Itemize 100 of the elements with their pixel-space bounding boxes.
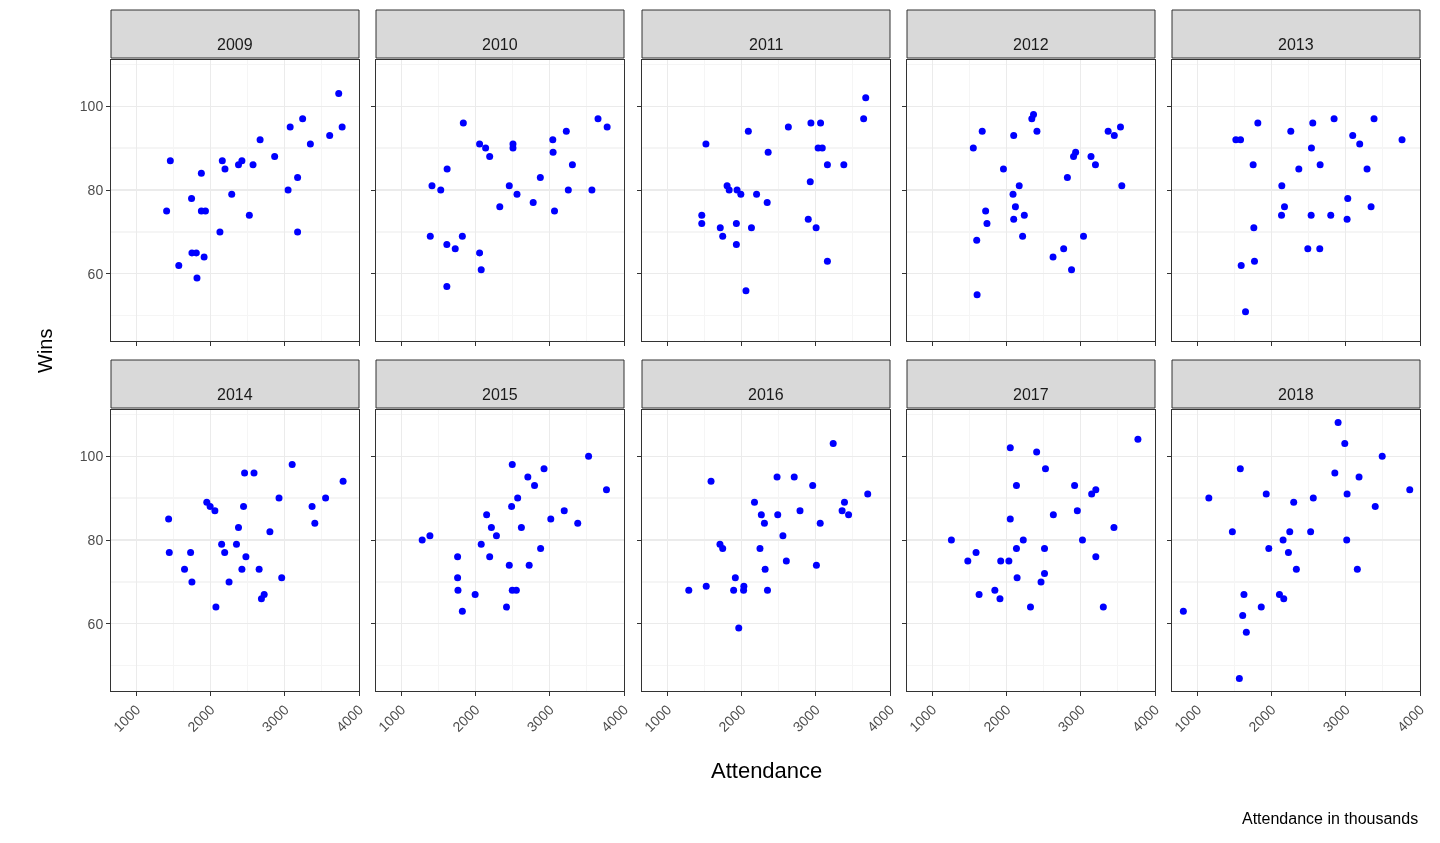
point — [823, 257, 831, 265]
point — [1026, 603, 1034, 611]
point — [975, 591, 983, 599]
point — [1278, 211, 1286, 219]
point — [240, 502, 248, 510]
point — [1110, 523, 1118, 531]
point — [725, 186, 733, 194]
point — [972, 549, 980, 557]
chart-title: 2011 — [748, 36, 784, 53]
point — [996, 595, 1004, 603]
point — [844, 511, 852, 519]
point — [271, 152, 279, 160]
point — [978, 127, 986, 135]
point — [1116, 123, 1124, 131]
point — [796, 507, 804, 515]
point — [1006, 444, 1014, 452]
point — [1229, 528, 1237, 536]
point — [823, 161, 831, 169]
point — [339, 477, 347, 485]
point — [493, 532, 501, 540]
point — [1049, 511, 1057, 519]
point — [718, 544, 726, 552]
point — [1279, 536, 1287, 544]
point — [1280, 595, 1288, 603]
point — [483, 511, 491, 519]
point — [1063, 173, 1071, 181]
point — [716, 224, 724, 232]
point — [1398, 136, 1406, 144]
point — [471, 591, 479, 599]
point — [812, 224, 820, 232]
point — [702, 140, 710, 148]
point — [181, 565, 189, 573]
point — [478, 540, 486, 548]
point — [1354, 565, 1362, 573]
point — [443, 282, 451, 290]
point — [452, 245, 460, 253]
point — [443, 165, 451, 173]
point — [588, 186, 596, 194]
point — [257, 595, 265, 603]
point — [234, 523, 242, 531]
point — [256, 136, 264, 144]
point — [1344, 194, 1352, 202]
point — [238, 565, 246, 573]
point — [221, 165, 229, 173]
point — [1331, 469, 1339, 477]
point — [1015, 182, 1023, 190]
point — [563, 127, 571, 135]
point — [1013, 574, 1021, 582]
point — [1304, 245, 1312, 253]
point — [165, 515, 173, 523]
point — [1355, 473, 1363, 481]
point — [193, 274, 201, 282]
point — [983, 220, 991, 228]
point — [188, 194, 196, 202]
point — [1286, 528, 1294, 536]
point — [1239, 612, 1247, 620]
point — [1134, 435, 1142, 443]
y-tick-label: 100 — [79, 98, 104, 115]
point — [537, 173, 545, 181]
point — [506, 561, 514, 569]
point — [1293, 565, 1301, 573]
point — [1087, 152, 1095, 160]
point — [1104, 127, 1112, 135]
point — [1356, 140, 1364, 148]
chart-title: 2009 — [217, 36, 253, 53]
y-tick-label: 100 — [79, 448, 104, 465]
point — [1091, 161, 1099, 169]
point — [506, 182, 514, 190]
point — [513, 190, 521, 198]
point — [187, 549, 195, 557]
point — [1028, 115, 1036, 123]
point — [779, 532, 787, 540]
point — [763, 199, 771, 207]
point — [1309, 119, 1317, 127]
point — [1005, 557, 1013, 565]
chart-title: 2012 — [1012, 36, 1049, 53]
point — [760, 519, 768, 527]
point — [1308, 144, 1316, 152]
point — [1378, 452, 1386, 460]
point — [1067, 266, 1075, 274]
point — [1069, 152, 1077, 160]
point — [525, 561, 533, 569]
point — [761, 565, 769, 573]
point — [1330, 115, 1338, 123]
point — [488, 523, 496, 531]
point — [1371, 502, 1379, 510]
point — [1262, 490, 1270, 498]
point — [232, 540, 240, 548]
point — [1257, 603, 1265, 611]
chart-title: 2013 — [1278, 36, 1314, 53]
point — [861, 94, 869, 102]
chart-title: 2016 — [747, 386, 784, 403]
point — [278, 574, 286, 582]
point — [1180, 607, 1188, 615]
point — [991, 586, 999, 594]
y-tick-label: 60 — [87, 265, 104, 282]
point — [1254, 119, 1262, 127]
point — [816, 119, 824, 127]
point — [1019, 232, 1026, 240]
point — [742, 287, 750, 295]
